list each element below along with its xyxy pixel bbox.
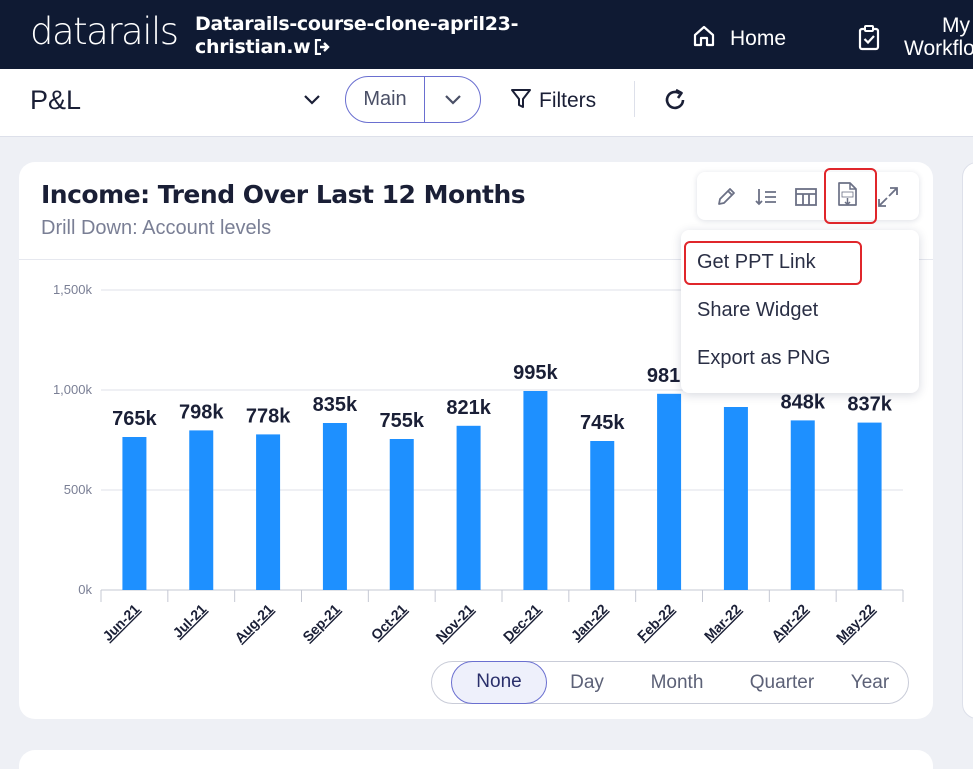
filters-label: Filters bbox=[539, 89, 597, 112]
y-tick-label: 1,500k bbox=[53, 282, 93, 297]
nav-my-workflow[interactable]: My Workflo bbox=[858, 14, 973, 60]
bar-Mar-22[interactable] bbox=[723, 407, 748, 590]
workflow-label-line1: My bbox=[942, 14, 970, 37]
report-chevron-down-icon[interactable] bbox=[302, 93, 322, 112]
x-tick-label-Jan-22[interactable]: Jan-22 bbox=[568, 601, 611, 644]
table-icon[interactable] bbox=[793, 184, 819, 210]
x-tick-label-Jun-21[interactable]: Jun-21 bbox=[99, 601, 142, 644]
y-tick-label: 0k bbox=[78, 582, 92, 597]
bar-Jan-22[interactable] bbox=[590, 441, 615, 590]
bar-Jul-21[interactable] bbox=[189, 430, 214, 590]
granularity-option-quarter[interactable]: Quarter bbox=[749, 672, 815, 693]
logout-icon[interactable] bbox=[314, 38, 332, 61]
menu-item-share-widget[interactable]: Share Widget bbox=[697, 299, 819, 321]
menu-item-export-png[interactable]: Export as PNG bbox=[697, 347, 831, 369]
export-menu: Get PPT Link Share Widget Export as PNG bbox=[681, 230, 919, 393]
bar-Feb-22[interactable] bbox=[657, 393, 682, 590]
menu-highlight-box bbox=[684, 241, 862, 285]
course-name[interactable]: Datarails-course-clone-april23- christia… bbox=[195, 13, 518, 61]
edit-pencil-icon[interactable] bbox=[713, 184, 739, 210]
bar-Oct-21[interactable] bbox=[389, 439, 414, 590]
x-tick-label-Feb-22[interactable]: Feb-22 bbox=[634, 601, 677, 644]
second-widget-card bbox=[19, 750, 933, 769]
x-tick-label-Nov-21[interactable]: Nov-21 bbox=[432, 601, 476, 645]
data-label-Nov-21: 821k bbox=[446, 397, 491, 419]
filter-icon bbox=[510, 87, 532, 115]
filters-button[interactable]: Filters bbox=[510, 87, 596, 115]
widget-divider bbox=[19, 259, 933, 260]
data-label-Apr-22: 848k bbox=[781, 391, 826, 413]
x-tick-label-Apr-22[interactable]: Apr-22 bbox=[768, 601, 811, 644]
nav-home[interactable]: Home bbox=[692, 24, 786, 54]
menu-item-get-ppt-link[interactable]: Get PPT Link bbox=[697, 251, 816, 273]
data-label-Sep-21: 835k bbox=[313, 394, 358, 416]
x-tick-label-Oct-21[interactable]: Oct-21 bbox=[368, 601, 410, 643]
x-tick-label-Jul-21[interactable]: Jul-21 bbox=[169, 601, 209, 641]
y-tick-label: 500k bbox=[64, 482, 93, 497]
widget-toolbar bbox=[697, 172, 919, 220]
bar-May-22[interactable] bbox=[857, 422, 882, 590]
top-nav-bar: datarails Datarails-course-clone-april23… bbox=[0, 0, 973, 69]
granularity-option-none[interactable]: None bbox=[451, 661, 547, 704]
next-widget-card bbox=[962, 162, 973, 719]
bar-Dec-21[interactable] bbox=[523, 391, 548, 590]
view-selector-divider bbox=[424, 76, 425, 123]
expand-icon[interactable] bbox=[875, 184, 901, 210]
bar-Nov-21[interactable] bbox=[456, 425, 481, 590]
chevron-down-icon[interactable] bbox=[425, 93, 480, 107]
x-tick-label-Mar-22[interactable]: Mar-22 bbox=[701, 601, 744, 644]
course-name-line2: christian.w bbox=[195, 36, 311, 58]
x-tick-label-May-22[interactable]: May-22 bbox=[833, 601, 878, 646]
data-label-Aug-21: 778k bbox=[246, 405, 291, 427]
pdf-highlight-box bbox=[824, 168, 877, 224]
data-label-May-22: 837k bbox=[847, 394, 892, 416]
report-header: P&L Main Filters bbox=[0, 69, 973, 137]
course-name-line1: Datarails-course-clone-april23- bbox=[195, 13, 519, 35]
view-selector[interactable]: Main bbox=[345, 76, 481, 123]
bar-Jun-21[interactable] bbox=[122, 437, 147, 590]
granularity-toggle: None Day Month Quarter Year bbox=[431, 661, 909, 704]
data-label-Jul-21: 798k bbox=[179, 401, 224, 423]
sort-icon[interactable] bbox=[753, 184, 779, 210]
report-title: P&L bbox=[30, 85, 82, 115]
x-tick-label-Sep-21[interactable]: Sep-21 bbox=[299, 601, 343, 645]
course-name-line2-row: christian.w bbox=[195, 36, 518, 61]
data-label-Feb-22: 981k bbox=[647, 365, 692, 387]
widget-title: Income: Trend Over Last 12 Months bbox=[41, 180, 526, 209]
home-icon bbox=[692, 24, 716, 54]
nav-home-label: Home bbox=[730, 27, 787, 50]
bar-Aug-21[interactable] bbox=[256, 434, 281, 590]
granularity-option-year[interactable]: Year bbox=[850, 672, 890, 693]
x-tick-label-Dec-21[interactable]: Dec-21 bbox=[500, 601, 544, 645]
granularity-option-month[interactable]: Month bbox=[650, 672, 704, 693]
x-tick-label-Aug-21[interactable]: Aug-21 bbox=[231, 601, 276, 646]
datarails-logo[interactable]: datarails bbox=[30, 10, 179, 53]
granularity-option-day[interactable]: Day bbox=[570, 672, 604, 693]
nav-my-workflow-label: My Workflo bbox=[898, 14, 973, 60]
widget-subtitle: Drill Down: Account levels bbox=[41, 217, 272, 239]
income-bar-chart: 0k 500k 1,000k 1,500k 765k 798k 778k 835k 755k 8… bbox=[53, 282, 904, 646]
data-label-Oct-21: 755k bbox=[380, 410, 425, 432]
bar-Sep-21[interactable] bbox=[322, 423, 347, 590]
clipboard-icon bbox=[858, 25, 880, 57]
header-divider bbox=[634, 81, 635, 117]
view-selector-label: Main bbox=[363, 88, 407, 110]
y-tick-label: 1,000k bbox=[53, 382, 93, 397]
income-trend-widget: Income: Trend Over Last 12 Months Drill … bbox=[19, 162, 933, 719]
pdf-export-icon[interactable] bbox=[834, 182, 860, 208]
refresh-icon[interactable] bbox=[662, 87, 688, 118]
workflow-label-line2: Workflo bbox=[904, 37, 973, 60]
data-label-Jan-22: 745k bbox=[580, 412, 625, 434]
data-label-Jun-21: 765k bbox=[112, 408, 157, 430]
bar-Apr-22[interactable] bbox=[790, 420, 815, 590]
data-label-Dec-21: 995k bbox=[513, 362, 558, 384]
